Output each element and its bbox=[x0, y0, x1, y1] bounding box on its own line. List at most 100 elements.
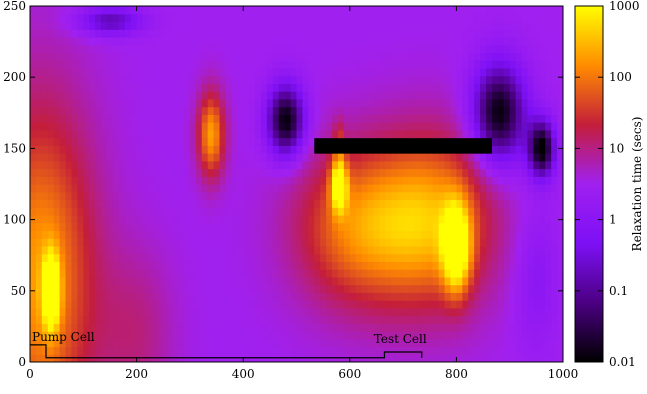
heatmap-cell bbox=[391, 91, 398, 100]
heatmap-cell bbox=[480, 300, 487, 309]
heatmap-cell bbox=[178, 292, 185, 301]
heatmap-cell bbox=[337, 176, 345, 185]
heatmap-cell bbox=[397, 222, 404, 232]
heatmap-cell bbox=[521, 106, 529, 115]
heatmap-cell bbox=[462, 269, 469, 278]
heatmap-cell bbox=[195, 114, 203, 123]
heatmap-cell bbox=[462, 207, 469, 216]
heatmap-cell bbox=[41, 245, 49, 255]
heatmap-cell bbox=[432, 91, 440, 100]
heatmap-cell bbox=[420, 21, 428, 30]
heatmap-cell bbox=[296, 191, 304, 201]
heatmap-cell bbox=[320, 98, 327, 108]
heatmap-cell bbox=[391, 44, 398, 54]
heatmap-cell bbox=[539, 106, 546, 115]
heatmap-cell bbox=[385, 145, 392, 154]
heatmap-cell bbox=[284, 346, 292, 355]
heatmap-cell bbox=[142, 292, 150, 301]
heatmap-cell bbox=[420, 160, 428, 170]
heatmap-cell bbox=[71, 315, 78, 324]
heatmap-cell bbox=[409, 346, 416, 355]
heatmap-cell bbox=[65, 207, 73, 216]
heatmap-cell bbox=[509, 331, 517, 340]
heatmap-cell bbox=[486, 253, 493, 262]
heatmap-cell bbox=[314, 114, 321, 123]
heatmap-cell bbox=[195, 91, 203, 100]
heatmap-cell bbox=[112, 75, 120, 84]
heatmap-cell bbox=[521, 307, 529, 317]
heatmap-cell bbox=[343, 222, 351, 232]
heatmap-cell bbox=[503, 98, 511, 108]
heatmap-cell bbox=[124, 253, 132, 262]
heatmap-cell bbox=[308, 292, 315, 301]
heatmap-cell bbox=[260, 137, 268, 146]
heatmap-cell bbox=[255, 13, 262, 23]
heatmap-cell bbox=[130, 52, 138, 61]
heatmap-cell bbox=[278, 168, 286, 177]
heatmap-cell bbox=[101, 184, 108, 193]
heatmap-cell bbox=[545, 60, 552, 69]
heatmap-cell bbox=[349, 222, 357, 232]
heatmap-cell bbox=[101, 176, 108, 185]
heatmap-cell bbox=[337, 245, 345, 255]
heatmap-cell bbox=[533, 307, 540, 317]
heatmap-cell bbox=[47, 284, 55, 293]
heatmap-cell bbox=[284, 284, 292, 293]
heatmap-cell bbox=[302, 145, 309, 154]
heatmap-cell bbox=[349, 292, 357, 301]
heatmap-cell bbox=[521, 176, 529, 185]
heatmap-cell bbox=[403, 36, 410, 46]
heatmap-cell bbox=[539, 207, 546, 216]
heatmap-cell bbox=[249, 207, 256, 216]
heatmap-cell bbox=[343, 300, 351, 309]
heatmap-cell bbox=[497, 168, 505, 177]
heatmap-cell bbox=[337, 60, 345, 69]
heatmap-cell bbox=[355, 67, 363, 77]
heatmap-cell bbox=[249, 245, 256, 255]
heatmap-cell bbox=[112, 91, 120, 100]
heatmap-cell bbox=[213, 261, 221, 270]
heatmap-cell bbox=[266, 331, 274, 340]
heatmap-cell bbox=[47, 176, 55, 185]
heatmap-cell bbox=[249, 168, 256, 177]
heatmap-cell bbox=[148, 214, 155, 224]
heatmap-cell bbox=[337, 67, 345, 77]
heatmap-cell bbox=[403, 222, 410, 232]
heatmap-cell bbox=[166, 253, 173, 262]
heatmap-cell bbox=[183, 276, 191, 286]
heatmap-cell bbox=[551, 354, 558, 362]
heatmap-cell bbox=[320, 114, 327, 123]
heatmap-cell bbox=[409, 137, 416, 146]
heatmap-cell bbox=[385, 60, 392, 69]
heatmap-cell bbox=[539, 184, 546, 193]
heatmap-cell bbox=[166, 315, 173, 324]
heatmap-cell bbox=[219, 13, 227, 23]
heatmap-cell bbox=[545, 153, 552, 162]
heatmap-cell bbox=[355, 83, 363, 92]
heatmap-cell bbox=[65, 52, 73, 61]
heatmap-cell bbox=[225, 67, 232, 77]
heatmap-cell bbox=[314, 75, 321, 84]
heatmap-cell bbox=[515, 83, 523, 92]
heatmap-cell bbox=[438, 75, 446, 84]
heatmap-cell bbox=[243, 245, 250, 255]
heatmap-cell bbox=[231, 168, 238, 177]
heatmap-cell bbox=[201, 6, 209, 15]
heatmap-cell bbox=[118, 137, 126, 146]
heatmap-cell bbox=[160, 21, 167, 30]
heatmap-cell bbox=[255, 160, 262, 170]
heatmap-cell bbox=[438, 222, 446, 232]
heatmap-cell bbox=[308, 52, 315, 61]
heatmap-cell bbox=[142, 284, 150, 293]
heatmap-cell bbox=[41, 168, 49, 177]
heatmap-cell bbox=[302, 67, 309, 77]
heatmap-cell bbox=[243, 354, 250, 362]
heatmap-cell bbox=[77, 75, 84, 84]
heatmap-cell bbox=[225, 307, 232, 317]
heatmap-cell bbox=[243, 199, 250, 208]
heatmap-cell bbox=[53, 315, 61, 324]
heatmap-cell bbox=[249, 129, 256, 139]
heatmap-cell bbox=[397, 338, 404, 348]
heatmap-cell bbox=[320, 300, 327, 309]
heatmap-cell bbox=[462, 222, 469, 232]
